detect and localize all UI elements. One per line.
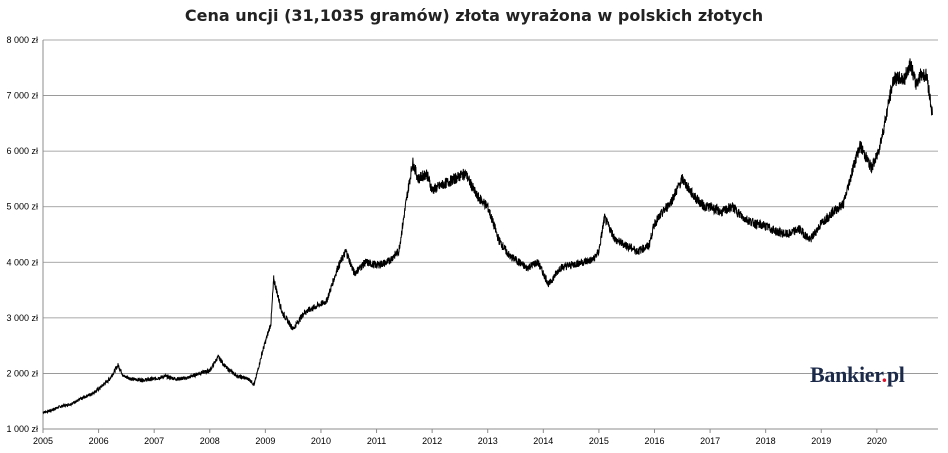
x-tick-label: 2014 xyxy=(533,436,553,446)
chart-title: Cena uncji (31,1035 gramów) złota wyrażo… xyxy=(184,6,764,25)
bankier-logo: Bankier.pl xyxy=(810,362,905,388)
x-tick-label: 2007 xyxy=(144,436,164,446)
series-line-gold-price xyxy=(42,58,933,415)
y-tick-label: 3 000 zł xyxy=(6,313,38,323)
axes xyxy=(42,40,938,430)
brand-dot: . xyxy=(881,362,888,387)
y-tick-label: 6 000 zł xyxy=(6,146,38,156)
x-tick-label: 2015 xyxy=(589,436,609,446)
x-tick-label: 2005 xyxy=(33,436,53,446)
y-tick-label: 7 000 zł xyxy=(6,91,38,101)
x-tick-label: 2006 xyxy=(89,436,109,446)
x-tick-label: 2011 xyxy=(367,436,386,446)
x-tick-label: 2008 xyxy=(200,436,220,446)
x-tick-label: 2012 xyxy=(422,436,442,446)
y-tick-label: 1 000 zł xyxy=(6,424,38,434)
y-axis-ticks: 1 000 zł 2 000 zł 3 000 zł 4 000 zł 5 000 zł… xyxy=(6,35,38,434)
x-tick-label: 2009 xyxy=(255,436,275,446)
y-tick-label: 2 000 zł xyxy=(6,368,38,378)
x-tick-label: 2020 xyxy=(867,436,887,446)
y-tick-label: 8 000 zł xyxy=(6,35,38,45)
x-axis-ticks: 2005 2006 2007 2008 2009 2010 2011 2012 2013 2014… xyxy=(33,429,887,446)
x-tick-label: 2016 xyxy=(644,436,664,446)
y-tick-label: 4 000 zł xyxy=(6,257,38,267)
x-tick-label: 2017 xyxy=(700,436,720,446)
gridlines xyxy=(43,39,938,374)
brand-suffix: pl xyxy=(886,362,905,387)
brand-name: Bankier xyxy=(810,362,882,387)
y-tick-label: 5 000 zł xyxy=(6,202,38,212)
x-tick-label: 2019 xyxy=(811,436,831,446)
x-tick-label: 2010 xyxy=(311,436,331,446)
x-tick-label: 2013 xyxy=(478,436,498,446)
x-tick-label: 2018 xyxy=(756,436,776,446)
